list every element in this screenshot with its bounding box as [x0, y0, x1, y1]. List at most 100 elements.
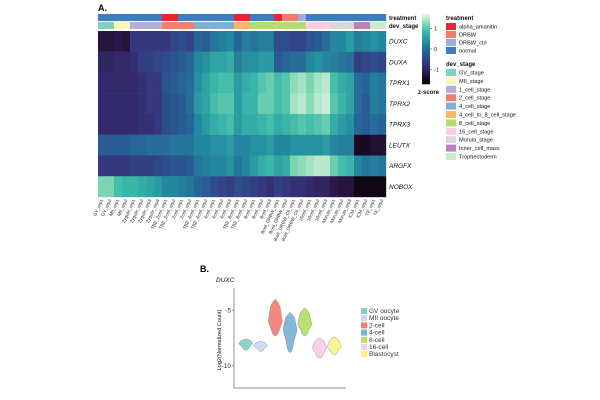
- heatmap-cell-DUXC-24: [290, 31, 299, 52]
- colorbar-segment-6: [422, 24, 430, 27]
- heatmap-cell-DUXC-5: [138, 31, 147, 52]
- heatmap-cell-DUXC-11: [186, 31, 195, 52]
- colorbar-segment-13: [422, 36, 430, 39]
- heatmap-column-labels: GV_rep1GV_rep2MII_rep1MII_rep2Zygote_rep…: [92, 198, 384, 242]
- heatmap-cell-DUXC-33: [362, 31, 371, 52]
- heatmap-cell-NOBOX-19: [250, 176, 259, 198]
- heatmap-cell-LEUTX-3: [122, 134, 131, 156]
- heatmap-cell-DUXC-35: [378, 31, 387, 52]
- violin-legend-swatch-2: [361, 322, 367, 329]
- heatmap-cell-DUXC-21: [266, 31, 275, 52]
- legend-dev-stage-swatch-1: [446, 77, 456, 85]
- row-label-TPRX2: TPRX2: [389, 101, 410, 108]
- violin-legend-label-6: Blastocyst: [369, 351, 399, 358]
- heatmap-cell-DUXC-7: [154, 31, 163, 52]
- heatmap-cell-TPRX3-1: [106, 114, 115, 135]
- heatmap-cell-ARGFX-30: [338, 155, 347, 177]
- heatmap-cell-ARGFX-20: [258, 155, 267, 177]
- heatmap-cell-TPRX2-11: [186, 93, 195, 115]
- treatment-annotation-label: treatment: [389, 16, 416, 22]
- heatmap-cell-TPRX1-12: [194, 72, 203, 94]
- heatmap-cell-DUXC-16: [226, 31, 235, 52]
- dev-stage-cell-24: [290, 22, 299, 29]
- heatmap-cell-TPRX1-30: [338, 72, 347, 94]
- heatmap-cell-NOBOX-28: [322, 176, 331, 198]
- heatmap-cell-TPRX3-32: [354, 114, 363, 135]
- legend-dev-stage-swatch-9: [446, 144, 456, 152]
- heatmap-cell-LEUTX-34: [370, 134, 379, 156]
- heatmap-cell-LEUTX-5: [138, 134, 147, 156]
- treatment-cell-4: [130, 14, 139, 21]
- heatmap-cell-ARGFX-8: [162, 155, 171, 177]
- dev-stage-cell-19: [250, 22, 259, 29]
- violin-plot: -5 -10 DUXC Log2(Normalized Count) GV oocyte…: [216, 277, 400, 389]
- heatmap-cell-TPRX2-20: [258, 93, 267, 115]
- treatment-cell-8: [162, 14, 171, 21]
- heatmap-cell-NOBOX-4: [130, 176, 139, 198]
- dev-stage-cell-14: [210, 22, 219, 29]
- heatmap-cell-DUXC-4: [130, 31, 139, 52]
- heatmap-cell-NOBOX-35: [378, 176, 387, 198]
- heatmap-cell-TPRX2-7: [154, 93, 163, 115]
- heatmap-cell-TPRX2-29: [330, 93, 339, 115]
- heatmap-cell-TPRX3-34: [370, 114, 379, 135]
- heatmap-cell-DUXC-31: [346, 31, 355, 52]
- heatmap-cell-NOBOX-18: [242, 176, 251, 198]
- dev-stage-cell-32: [354, 22, 363, 29]
- treatment-cell-16: [226, 14, 235, 21]
- heatmap-cell-TPRX3-31: [346, 114, 355, 135]
- heatmap-cell-NOBOX-32: [354, 176, 363, 198]
- heatmap-cell-TPRX1-2: [114, 72, 123, 94]
- colorbar-segment-32: [422, 70, 430, 73]
- heatmap-cell-LEUTX-12: [194, 134, 203, 156]
- heatmap-cell-DUXC-30: [338, 31, 347, 52]
- colorbar-segment-24: [422, 56, 430, 59]
- colorbar-segment-4: [422, 21, 430, 24]
- violin-3: [282, 312, 298, 353]
- heatmap-cell-DUXA-17: [234, 51, 243, 73]
- heatmap-cell-TPRX3-23: [282, 114, 291, 135]
- treatment-cell-14: [210, 14, 219, 21]
- heatmap-cell-TPRX1-7: [154, 72, 163, 94]
- dev-stage-cell-13: [202, 22, 211, 29]
- heatmap-cell-NOBOX-24: [290, 176, 299, 198]
- heatmap-cell-LEUTX-19: [250, 134, 259, 156]
- heatmap-cell-ARGFX-19: [250, 155, 259, 177]
- heatmap-cell-TPRX1-22: [274, 72, 283, 94]
- heatmap-cell-NOBOX-14: [210, 176, 219, 198]
- row-label-NOBOX: NOBOX: [389, 184, 413, 191]
- legend-dev-stage-swatch-4: [446, 102, 456, 110]
- treatment-cell-13: [202, 14, 211, 21]
- heatmap-cell-TPRX1-9: [170, 72, 179, 94]
- violin-0: [238, 338, 254, 351]
- heatmap-cell-TPRX3-35: [378, 114, 387, 135]
- heatmap-cell-DUXA-19: [250, 51, 259, 73]
- heatmap-cell-DUXA-35: [378, 51, 387, 73]
- heatmap-cell-TPRX1-8: [162, 72, 171, 94]
- heatmap-cell-NOBOX-3: [122, 176, 131, 198]
- legend-treatment-label-1: DRBW: [459, 33, 477, 39]
- row-label-TPRX3: TPRX3: [389, 122, 410, 129]
- violin-1: [253, 341, 268, 352]
- colorbar-segment-29: [422, 64, 430, 67]
- treatment-cell-2: [114, 14, 123, 21]
- heatmap-cell-LEUTX-9: [170, 134, 179, 156]
- legend-dev-stage-swatch-2: [446, 85, 456, 93]
- heatmap-cell-TPRX3-0: [98, 114, 107, 135]
- heatmap-cell-NOBOX-0: [98, 176, 107, 198]
- colorbar-segment-21: [422, 50, 430, 53]
- heatmap-cell-DUXA-11: [186, 51, 195, 73]
- heatmap-cell-DUXC-1: [106, 31, 115, 52]
- dev-stage-cell-26: [306, 22, 315, 29]
- heatmap-cell-NOBOX-6: [146, 176, 155, 198]
- heatmap-cell-TPRX2-5: [138, 93, 147, 115]
- heatmap-cell-TPRX2-26: [306, 93, 315, 115]
- colorbar-segment-16: [422, 42, 430, 45]
- heatmap-cell-DUXC-19: [250, 31, 259, 52]
- colorbar-segment-28: [422, 63, 430, 66]
- colorbar-segment-10: [422, 31, 430, 34]
- treatment-cell-17: [234, 14, 243, 21]
- colorbar-tick-label-0: 1: [434, 26, 437, 32]
- heatmap-cell-TPRX2-0: [98, 93, 107, 115]
